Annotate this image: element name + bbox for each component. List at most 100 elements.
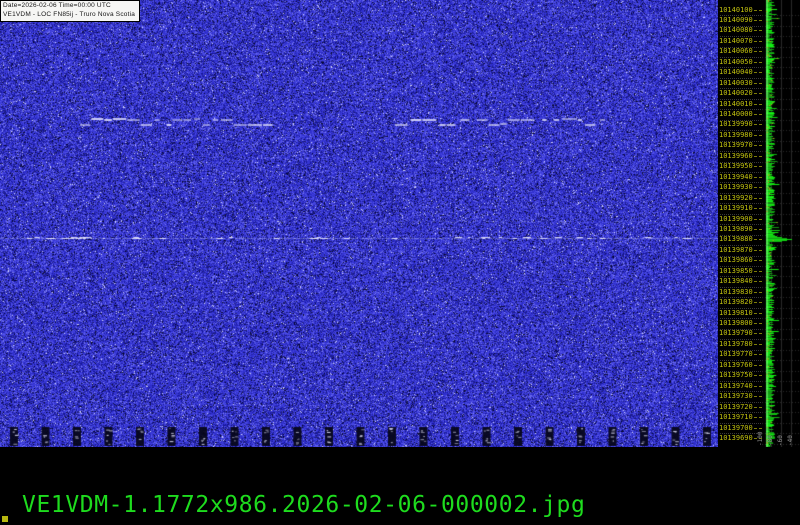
freq-label-text: 10139790 (719, 330, 753, 337)
freq-label: 10140040 (719, 69, 762, 77)
freq-label: 10139840 (719, 278, 762, 286)
freq-label-text: 10139780 (719, 341, 753, 348)
freq-tick-line (754, 302, 762, 303)
freq-label: 10139980 (719, 131, 762, 139)
freq-tick-line (754, 114, 762, 115)
freq-label-text: 10139910 (719, 205, 753, 212)
freq-label-text: 10139980 (719, 132, 753, 139)
freq-tick-line (754, 219, 762, 220)
freq-label-text: 10139870 (719, 247, 753, 254)
freq-label-text: 10140080 (719, 27, 753, 34)
freq-label-text: 10139770 (719, 351, 753, 358)
freq-tick-line (754, 292, 762, 293)
freq-tick-line (754, 30, 762, 31)
freq-label: 10139740 (719, 382, 762, 390)
freq-label: 10139830 (719, 288, 762, 296)
freq-tick-line (754, 41, 762, 42)
status-pixel (2, 516, 8, 522)
freq-label-text: 10139840 (719, 278, 753, 285)
freq-label: 10139960 (719, 152, 762, 160)
freq-label: 10139720 (719, 403, 762, 411)
freq-label-text: 10140000 (719, 111, 753, 118)
freq-tick-line (754, 124, 762, 125)
freq-tick-line (754, 313, 762, 314)
freq-label-text: 10139940 (719, 174, 753, 181)
freq-tick-line (754, 51, 762, 52)
freq-tick-line (754, 229, 762, 230)
freq-tick-line (754, 271, 762, 272)
freq-label: 10139940 (719, 173, 762, 181)
freq-tick-line (754, 10, 762, 11)
freq-label: 10139750 (719, 372, 762, 380)
freq-label: 10139930 (719, 184, 762, 192)
freq-label: 10139870 (719, 246, 762, 254)
freq-label: 10139810 (719, 309, 762, 317)
freq-label: 10139920 (719, 194, 762, 202)
freq-label: 10139790 (719, 330, 762, 338)
freq-label-text: 10139700 (719, 425, 753, 432)
freq-tick-line (754, 208, 762, 209)
freq-label-text: 10139990 (719, 121, 753, 128)
station-info-box: Date=2026-02-06 Time=00:00 UTC VE1VDM - … (0, 0, 140, 22)
freq-label: 10139900 (719, 215, 762, 223)
freq-label-text: 10139970 (719, 142, 753, 149)
freq-tick-line (754, 375, 762, 376)
freq-tick-line (754, 187, 762, 188)
freq-label: 10140020 (719, 90, 762, 98)
freq-label: 10139770 (719, 351, 762, 359)
freq-label: 10139760 (719, 361, 762, 369)
freq-label: 10140070 (719, 37, 762, 45)
freq-label: 10139820 (719, 299, 762, 307)
db-tick: -60 (778, 412, 784, 446)
freq-tick-line (754, 72, 762, 73)
freq-tick-line (754, 250, 762, 251)
freq-label-text: 10139930 (719, 184, 753, 191)
freq-label: 10139990 (719, 121, 762, 129)
freq-tick-line (754, 333, 762, 334)
freq-tick-line (754, 145, 762, 146)
freq-label-text: 10139900 (719, 216, 753, 223)
freq-label: 10139950 (719, 163, 762, 171)
freq-label-text: 10139740 (719, 383, 753, 390)
freq-label: 10139880 (719, 236, 762, 244)
db-scale: -100 -80 -60 -40 (756, 412, 800, 447)
freq-label-text: 10139690 (719, 435, 753, 442)
freq-tick-line (754, 407, 762, 408)
freq-label-text: 10139760 (719, 362, 753, 369)
freq-label-text: 10139850 (719, 268, 753, 275)
filename-label: VE1VDM-1.1772x986.2026-02-06-000002.jpg (22, 494, 585, 517)
freq-label: 10140030 (719, 79, 762, 87)
freq-tick-line (754, 198, 762, 199)
freq-tick-line (754, 354, 762, 355)
freq-label: 10140100 (719, 6, 762, 14)
freq-label-text: 10140100 (719, 7, 753, 14)
freq-tick-line (754, 104, 762, 105)
station-label: VE1VDM - LOC FN85ij - Truro Nova Scotia (3, 11, 135, 20)
freq-tick-line (754, 135, 762, 136)
freq-label: 10139910 (719, 205, 762, 213)
freq-label-text: 10139880 (719, 236, 753, 243)
freq-label: 10139800 (719, 320, 762, 328)
freq-tick-line (754, 156, 762, 157)
freq-label: 10140000 (719, 111, 762, 119)
freq-label-text: 10140050 (719, 59, 753, 66)
freq-label-text: 10140040 (719, 69, 753, 76)
freq-label-text: 10139950 (719, 163, 753, 170)
freq-tick-line (754, 20, 762, 21)
freq-label: 10139970 (719, 142, 762, 150)
db-tick: -100 (758, 412, 764, 446)
freq-tick-line (754, 177, 762, 178)
freq-label: 10139860 (719, 257, 762, 265)
freq-label-text: 10139710 (719, 414, 753, 421)
freq-label-text: 10139830 (719, 289, 753, 296)
freq-label: 10139780 (719, 340, 762, 348)
freq-tick-line (754, 93, 762, 94)
freq-tick-line (754, 386, 762, 387)
freq-label: 10140050 (719, 58, 762, 66)
freq-label-text: 10140030 (719, 80, 753, 87)
grabber-window: Date=2026-02-06 Time=00:00 UTC VE1VDM - … (0, 0, 800, 525)
spectrum-amplitude-panel (762, 0, 800, 447)
freq-label-text: 10139750 (719, 372, 753, 379)
freq-label: 10139730 (719, 393, 762, 401)
freq-label-text: 10139920 (719, 195, 753, 202)
